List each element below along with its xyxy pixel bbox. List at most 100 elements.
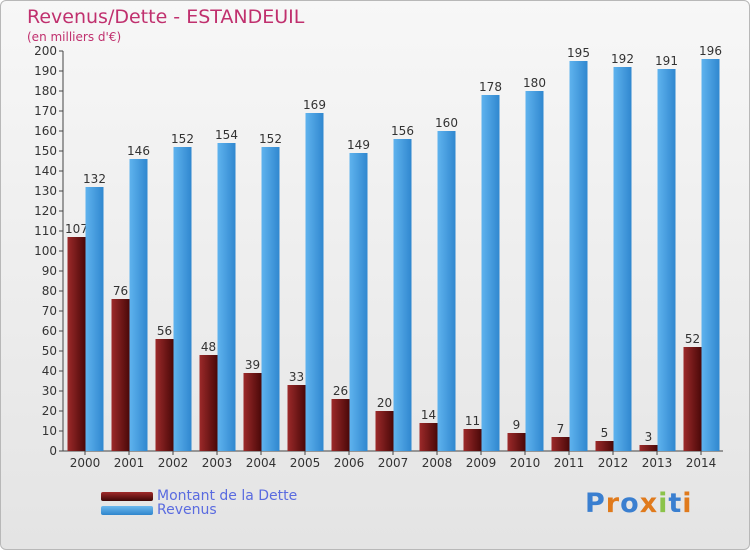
dette-bar (287, 385, 306, 451)
data-label: 107 (65, 222, 88, 236)
data-label: 196 (699, 44, 722, 58)
data-label: 5 (601, 426, 609, 440)
data-label: 26 (333, 384, 348, 398)
dette-bar (67, 237, 86, 451)
revenus-bar (525, 91, 544, 451)
y-tick-label: 20 (42, 404, 57, 418)
x-tick-label: 2013 (642, 456, 673, 470)
y-tick-label: 100 (34, 244, 57, 258)
y-tick-label: 60 (42, 324, 57, 338)
data-label: 39 (245, 358, 260, 372)
dette-bar (551, 437, 570, 451)
dette-bar (331, 399, 350, 451)
y-tick-label: 180 (34, 84, 57, 98)
dette-bar (199, 355, 218, 451)
data-label: 156 (391, 124, 414, 138)
dette-bar (155, 339, 174, 451)
revenus-bar (85, 187, 104, 451)
legend-item-dette: Montant de la Dette (101, 488, 298, 504)
y-tick-label: 200 (34, 44, 57, 58)
data-label: 132 (83, 172, 106, 186)
x-tick-label: 2011 (554, 456, 585, 470)
revenus-bar (305, 113, 324, 451)
legend-item-revenus: Revenus (101, 502, 217, 518)
dette-bar (419, 423, 438, 451)
x-tick-label: 2006 (334, 456, 365, 470)
y-tick-label: 150 (34, 144, 57, 158)
y-tick-label: 50 (42, 344, 57, 358)
x-tick-label: 2010 (510, 456, 541, 470)
y-tick-label: 120 (34, 204, 57, 218)
data-label: 195 (567, 46, 590, 60)
chart-subtitle: (en milliers d'€) (27, 30, 122, 44)
y-tick-label: 40 (42, 364, 57, 378)
dette-bar (507, 433, 526, 451)
data-label: 180 (523, 76, 546, 90)
x-tick-label: 2004 (246, 456, 277, 470)
revenus-bar (657, 69, 676, 451)
y-tick-label: 0 (49, 444, 57, 458)
revenus-bar (569, 61, 588, 451)
data-label: 191 (655, 54, 678, 68)
revenus-bar (129, 159, 148, 451)
data-label: 3 (645, 430, 653, 444)
proxiti-logo: Proxiti (585, 488, 693, 519)
data-label: 154 (215, 128, 238, 142)
y-tick-label: 160 (34, 124, 57, 138)
x-tick-label: 2002 (158, 456, 189, 470)
y-tick-label: 30 (42, 384, 57, 398)
revenus-bar (261, 147, 280, 451)
data-label: 52 (685, 332, 700, 346)
data-label: 152 (171, 132, 194, 146)
x-tick-label: 2003 (202, 456, 233, 470)
x-tick-label: 2012 (598, 456, 629, 470)
data-label: 149 (347, 138, 370, 152)
chart-title: Revenus/Dette - ESTANDEUIL (27, 6, 305, 28)
dette-bar (375, 411, 394, 451)
data-label: 33 (289, 370, 304, 384)
data-label: 152 (259, 132, 282, 146)
revenus-bar (393, 139, 412, 451)
y-tick-label: 130 (34, 184, 57, 198)
dette-bar (683, 347, 702, 451)
data-label: 76 (113, 284, 128, 298)
data-label: 48 (201, 340, 216, 354)
legend-label-revenus: Revenus (157, 502, 217, 518)
data-label: 178 (479, 80, 502, 94)
y-tick-label: 70 (42, 304, 57, 318)
revenus-bar (613, 67, 632, 451)
data-label: 160 (435, 116, 458, 130)
dette-bar (639, 445, 658, 451)
y-tick-label: 90 (42, 264, 57, 278)
revenus-bar (173, 147, 192, 451)
data-label: 169 (303, 98, 326, 112)
x-tick-label: 2014 (686, 456, 717, 470)
legend-label-dette: Montant de la Dette (157, 488, 298, 504)
revenus-bar (701, 59, 720, 451)
revenus-bar (349, 153, 368, 451)
x-tick-label: 2001 (114, 456, 145, 470)
data-label: 7 (557, 422, 565, 436)
y-tick-label: 80 (42, 284, 57, 298)
y-tick-label: 110 (34, 224, 57, 238)
data-label: 20 (377, 396, 392, 410)
y-tick-label: 170 (34, 104, 57, 118)
dette-bar (111, 299, 130, 451)
data-label: 14 (421, 408, 436, 422)
y-tick-label: 10 (42, 424, 57, 438)
x-tick-label: 2005 (290, 456, 321, 470)
revenus-bar (481, 95, 500, 451)
data-label: 11 (465, 414, 480, 428)
data-label: 192 (611, 52, 634, 66)
x-tick-label: 2000 (70, 456, 101, 470)
x-tick-label: 2009 (466, 456, 497, 470)
data-label: 9 (513, 418, 521, 432)
y-tick-label: 140 (34, 164, 57, 178)
legend-swatch-revenus (101, 505, 153, 515)
data-label: 56 (157, 324, 172, 338)
dette-bar (595, 441, 614, 451)
data-label: 146 (127, 144, 150, 158)
revenus-bar (437, 131, 456, 451)
